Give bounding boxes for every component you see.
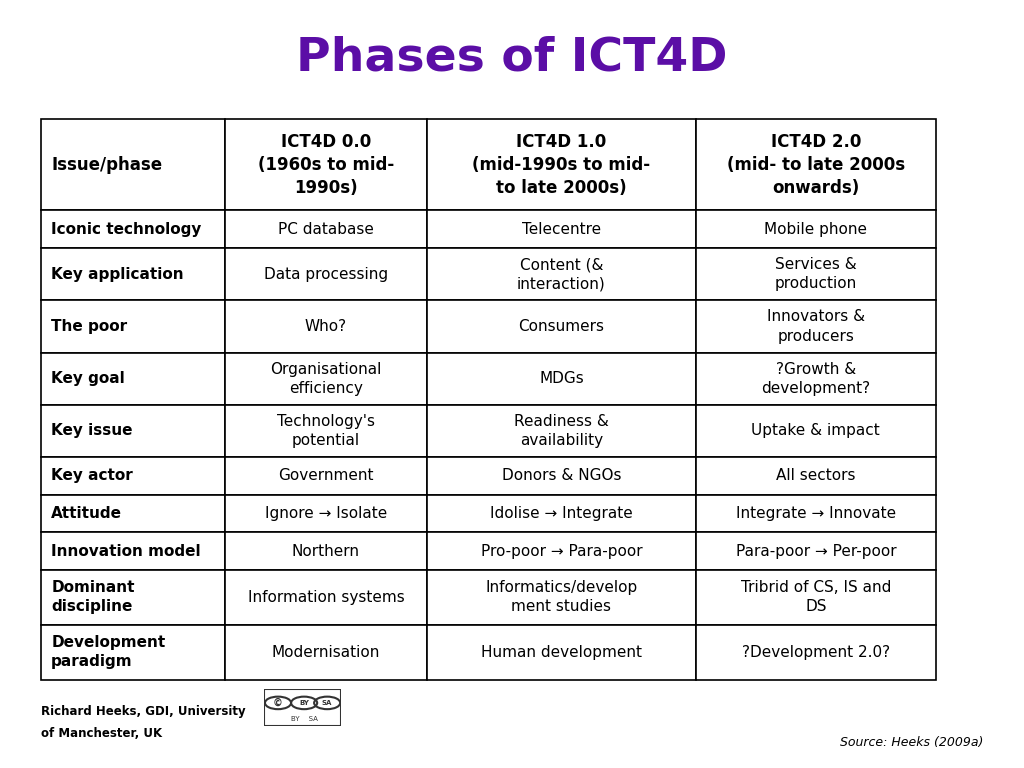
Text: Attitude: Attitude: [51, 506, 122, 521]
Text: All sectors: All sectors: [776, 468, 856, 483]
Text: Key application: Key application: [51, 266, 184, 282]
Text: ICT4D 0.0
(1960s to mid-
1990s): ICT4D 0.0 (1960s to mid- 1990s): [258, 133, 394, 197]
Text: Mobile phone: Mobile phone: [764, 222, 867, 237]
Text: Northern: Northern: [292, 544, 360, 558]
Text: Idolise → Integrate: Idolise → Integrate: [490, 506, 633, 521]
Text: PC database: PC database: [278, 222, 374, 237]
Text: Source: Heeks (2009a): Source: Heeks (2009a): [840, 736, 983, 749]
Text: Data processing: Data processing: [264, 266, 388, 282]
Text: Pro-poor → Para-poor: Pro-poor → Para-poor: [480, 544, 642, 558]
Text: Informatics/develop
ment studies: Informatics/develop ment studies: [485, 581, 638, 614]
Text: The poor: The poor: [51, 319, 127, 334]
Text: Dominant
discipline: Dominant discipline: [51, 581, 135, 614]
Text: Donors & NGOs: Donors & NGOs: [502, 468, 622, 483]
Text: Key goal: Key goal: [51, 371, 125, 386]
Text: Readiness &
availability: Readiness & availability: [514, 414, 609, 448]
Text: Who?: Who?: [305, 319, 347, 334]
Text: Richard Heeks, GDI, University: Richard Heeks, GDI, University: [41, 705, 246, 718]
Text: Organisational
efficiency: Organisational efficiency: [270, 362, 382, 396]
Text: Key actor: Key actor: [51, 468, 133, 483]
Text: Innovators &
producers: Innovators & producers: [767, 310, 865, 343]
Text: Modernisation: Modernisation: [271, 645, 380, 660]
Text: BY: BY: [299, 700, 309, 706]
Text: Human development: Human development: [481, 645, 642, 660]
Text: Para-poor → Per-poor: Para-poor → Per-poor: [735, 544, 896, 558]
Text: Innovation model: Innovation model: [51, 544, 201, 558]
Text: BY    SA: BY SA: [291, 716, 317, 722]
Text: Technology's
potential: Technology's potential: [276, 414, 375, 448]
Text: ?Growth &
development?: ?Growth & development?: [761, 362, 870, 396]
Text: Issue/phase: Issue/phase: [51, 156, 163, 174]
Text: Content (&
interaction): Content (& interaction): [517, 257, 606, 291]
Text: Development
paradigm: Development paradigm: [51, 635, 166, 670]
Text: Government: Government: [279, 468, 374, 483]
Text: Phases of ICT4D: Phases of ICT4D: [296, 35, 728, 80]
Text: Information systems: Information systems: [248, 590, 404, 605]
Text: ?Development 2.0?: ?Development 2.0?: [741, 645, 890, 660]
Text: ©: ©: [273, 698, 283, 708]
Text: Telecentre: Telecentre: [522, 222, 601, 237]
Text: ICT4D 1.0
(mid-1990s to mid-
to late 2000s): ICT4D 1.0 (mid-1990s to mid- to late 200…: [472, 133, 650, 197]
Text: Consumers: Consumers: [518, 319, 604, 334]
Text: Services &
production: Services & production: [775, 257, 857, 291]
Text: MDGs: MDGs: [539, 371, 584, 386]
Text: SA: SA: [322, 700, 333, 706]
Text: Key issue: Key issue: [51, 423, 133, 439]
Text: ICT4D 2.0
(mid- to late 2000s
onwards): ICT4D 2.0 (mid- to late 2000s onwards): [727, 133, 905, 197]
Text: Uptake & impact: Uptake & impact: [752, 423, 881, 439]
Text: Iconic technology: Iconic technology: [51, 222, 202, 237]
Text: of Manchester, UK: of Manchester, UK: [41, 727, 162, 740]
Text: Ignore → Isolate: Ignore → Isolate: [265, 506, 387, 521]
Text: Integrate → Innovate: Integrate → Innovate: [736, 506, 896, 521]
Text: Tribrid of CS, IS and
DS: Tribrid of CS, IS and DS: [740, 581, 891, 614]
